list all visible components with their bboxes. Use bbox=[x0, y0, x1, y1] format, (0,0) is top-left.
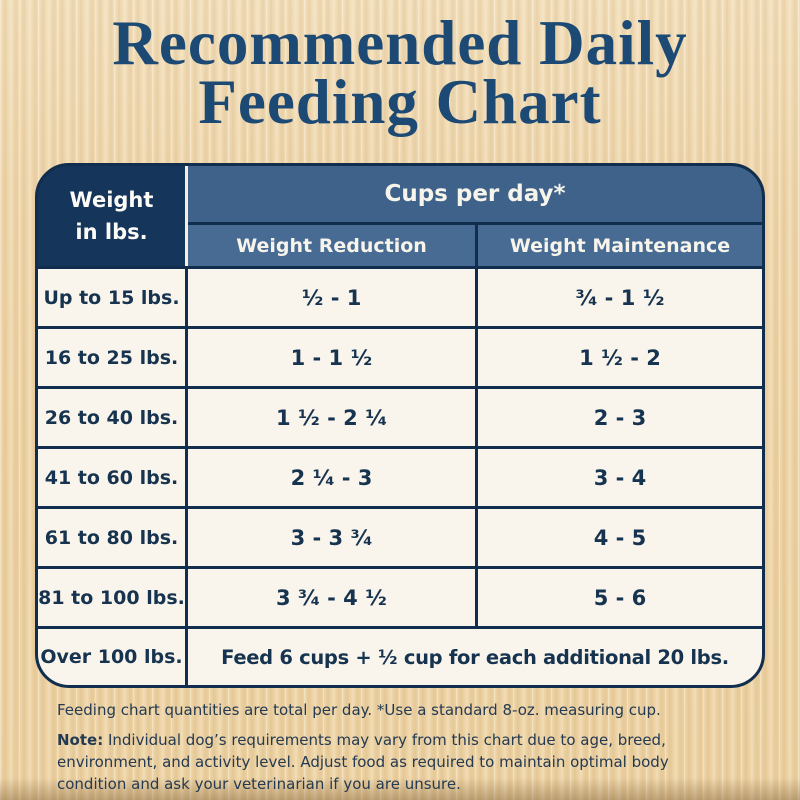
cups-per-day-group-header: Cups per day* bbox=[188, 166, 762, 222]
maintenance-value-cell: 5 - 6 bbox=[478, 569, 762, 626]
weight-range-cell: 61 to 80 lbs. bbox=[38, 509, 185, 566]
weight-range-cell: 81 to 100 lbs. bbox=[38, 569, 185, 626]
maintenance-value-cell: 3 - 4 bbox=[478, 449, 762, 506]
weight-header-line-2: in lbs. bbox=[75, 220, 148, 244]
maintenance-value-cell: 4 - 5 bbox=[478, 509, 762, 566]
note-label: Note: bbox=[57, 731, 104, 749]
page-title: Recommended Daily Feeding Chart bbox=[0, 8, 800, 137]
weight-range-cell: 26 to 40 lbs. bbox=[38, 389, 185, 446]
weight-range-cell: Up to 15 lbs. bbox=[38, 269, 185, 326]
weight-reduction-column-header: Weight Reduction bbox=[188, 225, 475, 266]
over-100-lbs-instruction-cell: Feed 6 cups + ¹⁄₂ cup for each additiona… bbox=[188, 629, 762, 685]
reduction-value-cell: 1 ¹⁄₂ - 2 ¹⁄₄ bbox=[188, 389, 475, 446]
reduction-value-cell: ¹⁄₂ - 1 bbox=[188, 269, 475, 326]
vet-note-line-2: environment, and activity level. Adjust … bbox=[57, 753, 669, 771]
reduction-value-cell: 1 - 1 ¹⁄₂ bbox=[188, 329, 475, 386]
per-day-footnote: Feeding chart quantities are total per d… bbox=[57, 701, 661, 719]
page-title-line-2: Feeding Chart bbox=[198, 67, 602, 137]
weight-header-line-1: Weight bbox=[69, 188, 154, 212]
weight-range-cell: 16 to 25 lbs. bbox=[38, 329, 185, 386]
page-title-line-1: Recommended Daily bbox=[112, 8, 688, 78]
weight-maintenance-column-header: Weight Maintenance bbox=[478, 225, 762, 266]
vet-note: Note: Individual dog’s requirements may … bbox=[57, 729, 669, 795]
maintenance-value-cell: 1 ¹⁄₂ - 2 bbox=[478, 329, 762, 386]
weight-range-cell: Over 100 lbs. bbox=[38, 629, 185, 685]
maintenance-value-cell: 2 - 3 bbox=[478, 389, 762, 446]
weight-column-header: Weight in lbs. bbox=[38, 166, 185, 266]
reduction-value-cell: 3 - 3 ³⁄₄ bbox=[188, 509, 475, 566]
reduction-value-cell: 2 ¹⁄₄ - 3 bbox=[188, 449, 475, 506]
weight-range-cell: 41 to 60 lbs. bbox=[38, 449, 185, 506]
reduction-value-cell: 3 ³⁄₄ - 4 ¹⁄₂ bbox=[188, 569, 475, 626]
maintenance-value-cell: ³⁄₄ - 1 ¹⁄₂ bbox=[478, 269, 762, 326]
feeding-table: Weight in lbs. Cups per day* Weight Redu… bbox=[35, 163, 765, 688]
vet-note-line-1: Note: Individual dog’s requirements may … bbox=[57, 729, 669, 751]
vet-note-line-3: condition and ask your veterinarian if y… bbox=[57, 775, 461, 793]
header-divider-line bbox=[185, 166, 188, 266]
vet-note-line-1-text: Individual dog’s requirements may vary f… bbox=[103, 731, 666, 749]
